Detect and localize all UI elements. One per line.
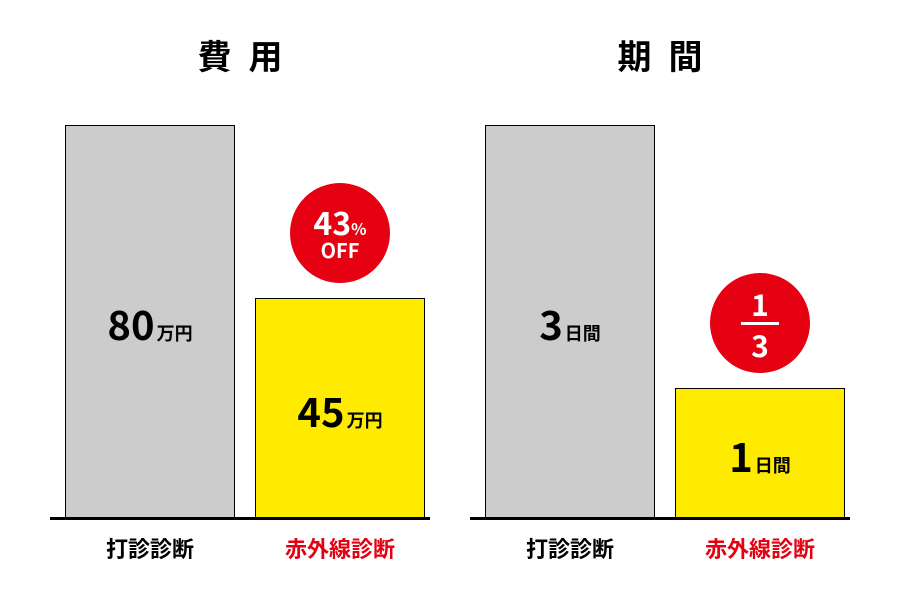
bar-dur-yellow-label: 赤外線診断	[676, 520, 844, 564]
badge-dur-numerator: 1	[751, 288, 769, 318]
bar-cost-gray: 80万円 打診診断	[65, 125, 235, 520]
badge-cost-num: 43	[313, 206, 351, 238]
panel-duration: 期間 3日間 打診診断 1日間 赤外線診断 1 3	[450, 0, 870, 600]
panels-container: 費用 80万円 打診診断 45万円 赤外線診断 43% OFF	[0, 0, 900, 600]
bar-cost-yellow-label: 赤外線診断	[256, 520, 424, 564]
panel-duration-title: 期間	[601, 30, 720, 79]
bar-cost-gray-label: 打診診断	[66, 520, 234, 564]
bar-cost-gray-unit: 万円	[157, 324, 193, 342]
bar-cost-yellow: 45万円 赤外線診断	[255, 298, 425, 520]
bar-dur-gray-label: 打診診断	[486, 520, 654, 564]
bar-dur-yellow: 1日間 赤外線診断	[675, 388, 845, 520]
panel-duration-chart: 3日間 打診診断 1日間 赤外線診断 1 3	[450, 100, 870, 520]
bar-dur-gray-unit: 日間	[565, 324, 601, 342]
bar-cost-gray-value: 80万円	[107, 303, 192, 343]
badge-cost-pct: %	[351, 220, 366, 236]
panel-cost-baseline	[50, 517, 430, 520]
bar-cost-yellow-num: 45	[297, 390, 344, 430]
bar-cost-gray-num: 80	[107, 303, 154, 343]
panel-cost-title: 費用	[181, 30, 300, 79]
bar-dur-yellow-unit: 日間	[755, 456, 791, 474]
bar-cost-yellow-unit: 万円	[347, 411, 383, 429]
bar-dur-gray-num: 3	[539, 303, 563, 343]
badge-cost: 43% OFF	[290, 183, 390, 283]
panel-cost: 費用 80万円 打診診断 45万円 赤外線診断 43% OFF	[30, 0, 450, 600]
panel-cost-chart: 80万円 打診診断 45万円 赤外線診断 43% OFF	[30, 100, 450, 520]
bar-dur-yellow-num: 1	[729, 435, 753, 475]
panel-duration-baseline	[470, 517, 850, 520]
badge-cost-line1: 43%	[313, 206, 366, 238]
bar-dur-gray: 3日間 打診診断	[485, 125, 655, 520]
badge-cost-sub: OFF	[321, 240, 360, 260]
bar-cost-yellow-value: 45万円	[297, 390, 382, 430]
badge-duration: 1 3	[710, 273, 810, 373]
bar-dur-yellow-value: 1日間	[729, 435, 791, 475]
bar-dur-gray-value: 3日間	[539, 303, 601, 343]
badge-dur-denominator: 3	[751, 329, 769, 359]
